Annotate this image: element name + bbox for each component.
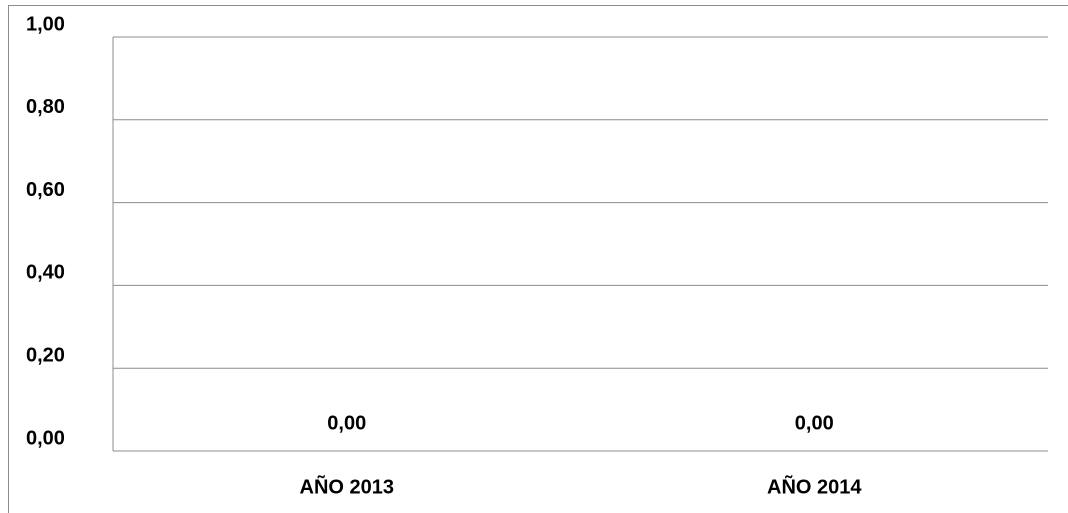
chart-frame <box>8 5 1068 513</box>
data-label: 0,00 <box>795 412 834 434</box>
x-tick-label: AÑO 2014 <box>767 475 862 498</box>
x-tick-label: AÑO 2013 <box>300 475 395 498</box>
data-label: 0,00 <box>327 412 366 434</box>
y-tick-label: 0,40 <box>26 262 65 284</box>
y-tick-label: 0,20 <box>26 344 65 366</box>
y-tick-label: 0,60 <box>26 179 65 201</box>
y-tick-label: 0,00 <box>26 427 65 449</box>
y-tick-label: 0,80 <box>26 96 65 118</box>
y-tick-label: 1,00 <box>26 13 65 35</box>
